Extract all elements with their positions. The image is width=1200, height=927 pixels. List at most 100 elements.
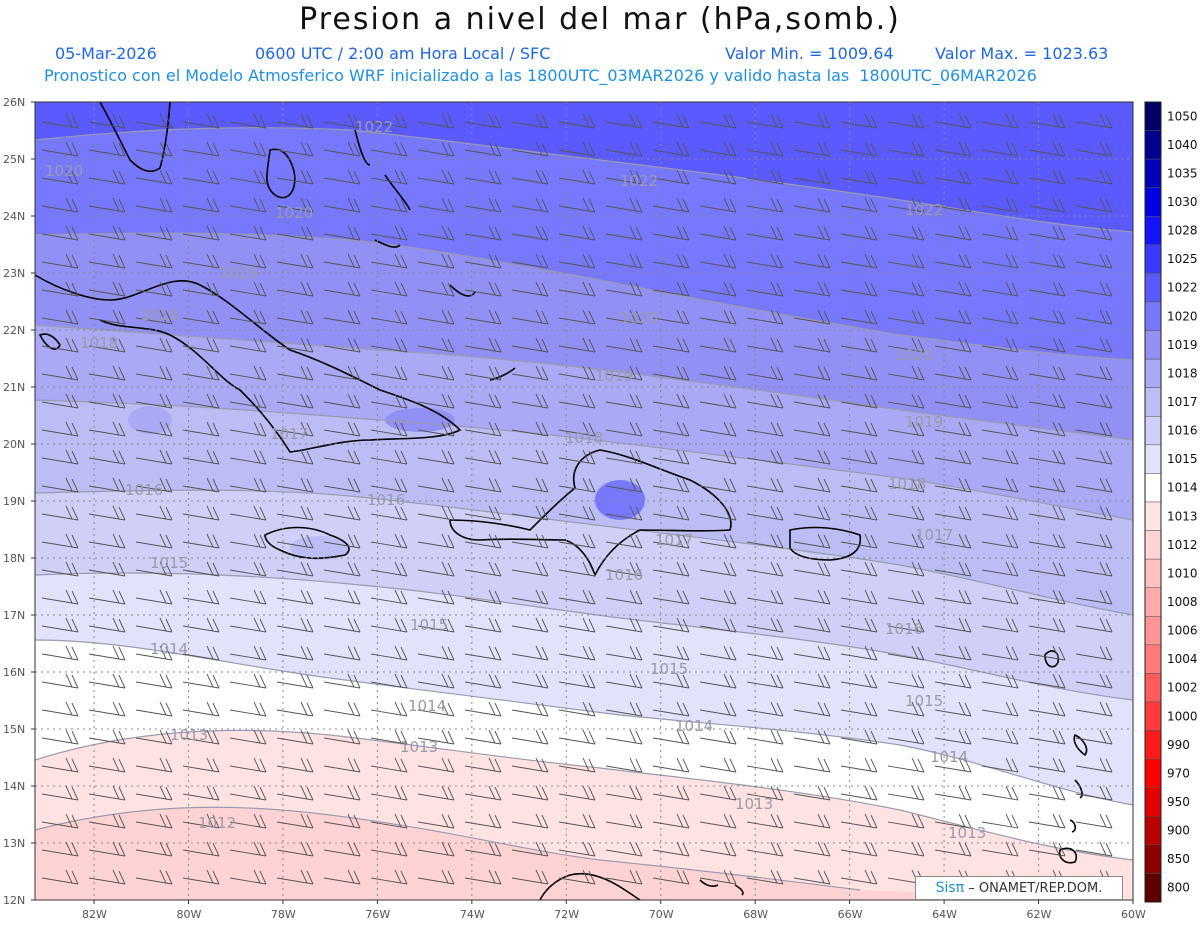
wind-barb bbox=[840, 869, 878, 885]
wind-barb bbox=[276, 225, 314, 241]
wind-barb bbox=[1075, 785, 1113, 801]
wind-barb bbox=[464, 673, 502, 689]
wind-barb bbox=[1028, 281, 1066, 297]
wind-barb bbox=[652, 701, 690, 717]
wind-barb bbox=[323, 785, 361, 801]
credit-box: Sisπ – ONAMET/REP.DOM. bbox=[915, 876, 1123, 900]
wind-barb bbox=[464, 253, 502, 269]
colorbar-swatch bbox=[1144, 158, 1162, 188]
wind-barb bbox=[88, 561, 126, 577]
wind-barb bbox=[464, 785, 502, 801]
wind-barb bbox=[934, 561, 972, 577]
lat-label: 12N bbox=[3, 894, 25, 907]
wind-barb bbox=[511, 365, 549, 381]
wind-barb bbox=[887, 505, 925, 521]
lat-label: 21N bbox=[3, 381, 25, 394]
wind-barb bbox=[135, 841, 173, 857]
wind-barb bbox=[793, 197, 831, 213]
wind-barb bbox=[276, 645, 314, 661]
wind-barb bbox=[323, 701, 361, 717]
wind-barb bbox=[323, 505, 361, 521]
wind-barb bbox=[981, 197, 1019, 213]
wind-barb bbox=[746, 505, 784, 521]
wind-barb bbox=[182, 365, 220, 381]
wind-barb bbox=[464, 197, 502, 213]
wind-barb bbox=[558, 225, 596, 241]
wind-barb bbox=[652, 757, 690, 773]
wind-barb bbox=[323, 561, 361, 577]
wind-barb bbox=[135, 785, 173, 801]
wind-barb bbox=[699, 393, 737, 409]
wind-barb bbox=[558, 449, 596, 465]
wind-barb bbox=[41, 701, 79, 717]
wind-barb bbox=[182, 281, 220, 297]
lat-label: 19N bbox=[3, 495, 25, 508]
wind-barb bbox=[511, 169, 549, 185]
wind-barb bbox=[41, 645, 79, 661]
wind-barb bbox=[558, 533, 596, 549]
wind-barb bbox=[182, 113, 220, 129]
wind-barb bbox=[1028, 645, 1066, 661]
isobar-label: 1019 bbox=[595, 367, 633, 385]
isobar-label: 1020 bbox=[45, 162, 83, 180]
wind-barb bbox=[793, 673, 831, 689]
isobar-label: 1015 bbox=[410, 616, 448, 634]
wind-barb bbox=[41, 113, 79, 129]
wind-barb bbox=[1075, 449, 1113, 465]
wind-barb bbox=[323, 673, 361, 689]
wind-barb bbox=[135, 225, 173, 241]
wind-barb bbox=[229, 701, 267, 717]
wind-barb bbox=[746, 701, 784, 717]
wind-barb bbox=[229, 337, 267, 353]
wind-barb bbox=[229, 393, 267, 409]
wind-barb bbox=[511, 225, 549, 241]
wind-barb bbox=[1075, 729, 1113, 745]
wind-barb bbox=[41, 253, 79, 269]
wind-barb bbox=[887, 281, 925, 297]
wind-barb bbox=[1075, 225, 1113, 241]
wind-barb bbox=[605, 673, 643, 689]
wind-barb bbox=[652, 813, 690, 829]
wind-barb bbox=[652, 645, 690, 661]
wind-barb bbox=[417, 197, 455, 213]
wind-barb bbox=[417, 617, 455, 633]
wind-barb bbox=[182, 197, 220, 213]
wind-barb bbox=[370, 477, 408, 493]
wind-barb bbox=[1075, 477, 1113, 493]
wind-barb bbox=[699, 757, 737, 773]
wind-barb bbox=[746, 169, 784, 185]
wind-barb bbox=[934, 785, 972, 801]
wind-barb bbox=[1028, 365, 1066, 381]
wind-barb bbox=[229, 869, 267, 885]
wind-barb bbox=[934, 757, 972, 773]
isobar-label: 1013 bbox=[400, 738, 438, 756]
wind-barb bbox=[793, 841, 831, 857]
wind-barb bbox=[840, 841, 878, 857]
wind-barb bbox=[182, 505, 220, 521]
wind-barb bbox=[464, 813, 502, 829]
wind-barb bbox=[558, 337, 596, 353]
wind-barb bbox=[605, 393, 643, 409]
wind-barb bbox=[276, 701, 314, 717]
wind-barb bbox=[981, 421, 1019, 437]
wind-barb bbox=[981, 645, 1019, 661]
wind-barb bbox=[746, 729, 784, 745]
isobar-label: 1016 bbox=[605, 566, 643, 584]
wind-barb bbox=[981, 113, 1019, 129]
lon-label: 76W bbox=[365, 908, 390, 921]
wind-barb bbox=[840, 337, 878, 353]
colorbar-swatch bbox=[1144, 416, 1162, 446]
map-title: Presion a nivel del mar (hPa,somb.) bbox=[299, 2, 901, 37]
wind-barb bbox=[370, 505, 408, 521]
wind-barb bbox=[88, 337, 126, 353]
isobar-label: 1014 bbox=[930, 748, 968, 766]
wind-barb bbox=[276, 869, 314, 885]
wind-barb bbox=[182, 841, 220, 857]
wind-barb bbox=[229, 589, 267, 605]
wind-barb bbox=[88, 281, 126, 297]
wind-barb bbox=[182, 337, 220, 353]
wind-barb bbox=[182, 813, 220, 829]
wind-barb bbox=[323, 421, 361, 437]
wind-barb bbox=[41, 477, 79, 493]
wind-barb bbox=[464, 113, 502, 129]
